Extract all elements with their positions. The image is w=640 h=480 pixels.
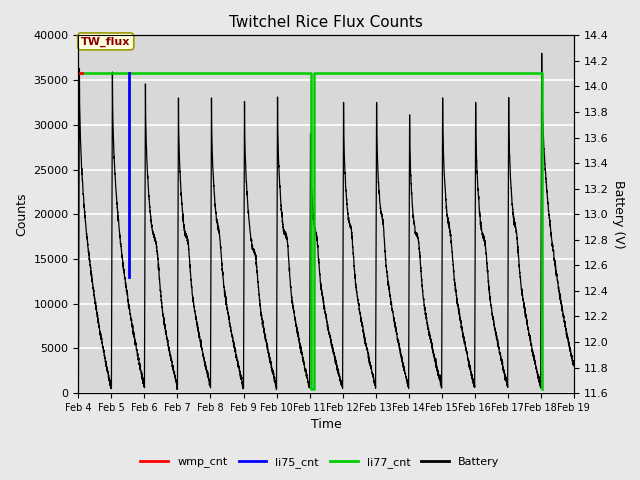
Y-axis label: Counts: Counts bbox=[15, 192, 28, 236]
X-axis label: Time: Time bbox=[310, 419, 342, 432]
Y-axis label: Battery (V): Battery (V) bbox=[612, 180, 625, 249]
Text: TW_flux: TW_flux bbox=[81, 36, 131, 47]
Title: Twitchel Rice Flux Counts: Twitchel Rice Flux Counts bbox=[229, 15, 423, 30]
Legend: wmp_cnt, li75_cnt, li77_cnt, Battery: wmp_cnt, li75_cnt, li77_cnt, Battery bbox=[136, 452, 504, 472]
